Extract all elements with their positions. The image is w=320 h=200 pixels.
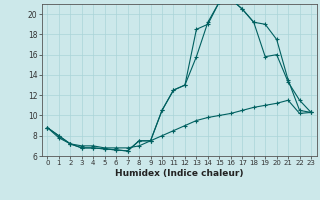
X-axis label: Humidex (Indice chaleur): Humidex (Indice chaleur)	[115, 169, 244, 178]
